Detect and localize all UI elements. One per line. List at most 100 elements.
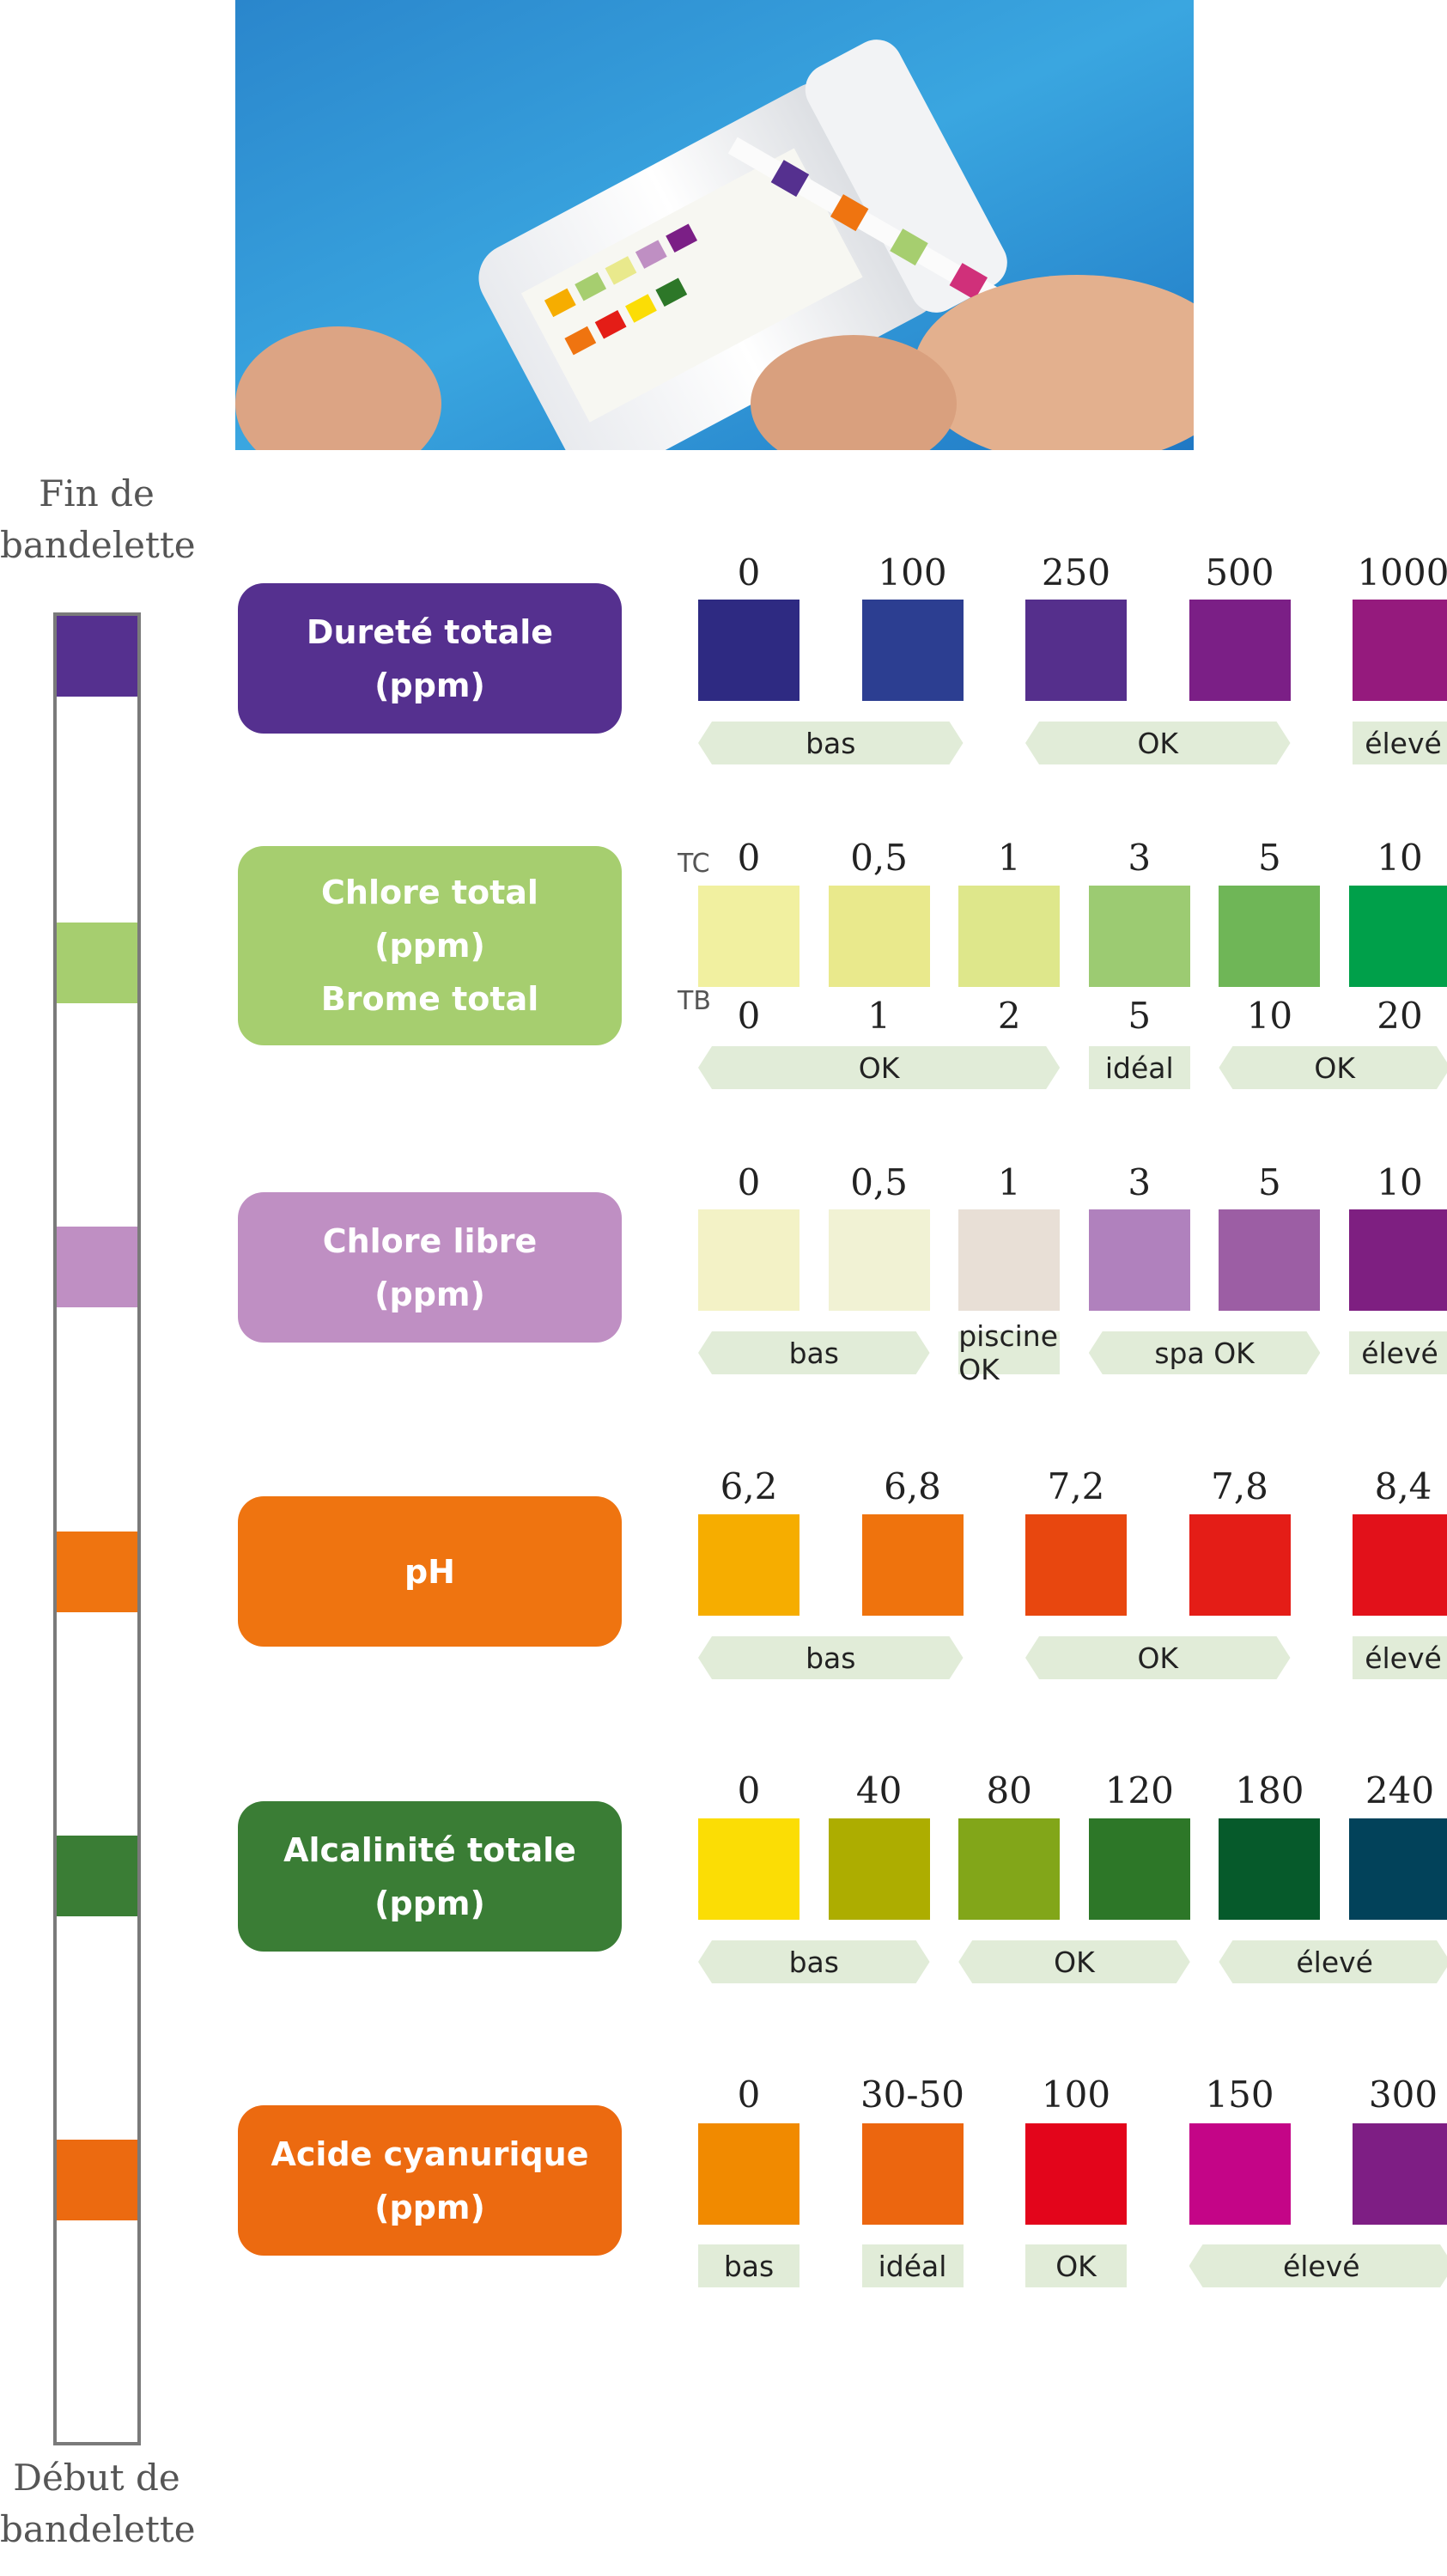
range-band: OK <box>1025 2244 1127 2287</box>
scale-value: 100 <box>1041 2074 1111 2116</box>
color-swatch <box>861 2123 964 2225</box>
scale-value: 150 <box>1205 2074 1274 2116</box>
scale-value: 7,8 <box>1211 1465 1268 1507</box>
range-band: élevé <box>1189 2244 1447 2287</box>
color-swatch <box>1353 1514 1447 1616</box>
scale-value: 120 <box>1104 1769 1174 1812</box>
color-swatch <box>828 1209 930 1311</box>
parameter-label: Alcalinité totale (ppm) <box>238 1801 622 1952</box>
strip-pad <box>57 923 137 1003</box>
strip-start-label: Début de bandelette <box>0 2457 196 2550</box>
strip-pad <box>57 1227 137 1307</box>
scale-value: 180 <box>1235 1769 1304 1812</box>
color-swatch <box>1219 1818 1321 1920</box>
scale-value: 1 <box>997 837 1021 879</box>
strip-pad <box>57 616 137 697</box>
scale-value-bromine: 2 <box>997 995 1021 1037</box>
color-swatch <box>1088 1209 1190 1311</box>
range-band: idéal <box>861 2244 964 2287</box>
color-swatch <box>861 1514 964 1616</box>
scale-value-bromine: 1 <box>867 995 891 1037</box>
color-swatch <box>1349 886 1447 987</box>
scale-value: 0 <box>737 2074 761 2116</box>
range-band: élevé <box>1219 1940 1447 1983</box>
range-band: élevé <box>1349 1331 1447 1374</box>
range-band: élevé <box>1353 1636 1447 1679</box>
color-swatch <box>1349 1209 1447 1311</box>
scale-value: 0,5 <box>850 837 908 879</box>
color-swatch <box>958 1818 1061 1920</box>
strip-pad <box>57 1532 137 1612</box>
parameter-label: Dureté totale (ppm) <box>238 583 622 734</box>
range-band: bas <box>698 1636 964 1679</box>
scale-value: 10 <box>1377 1161 1423 1203</box>
color-swatch <box>958 886 1061 987</box>
color-swatch <box>698 1818 799 1920</box>
tc-label: TC <box>678 849 710 879</box>
scale-value-bromine: 20 <box>1377 995 1423 1037</box>
scale-value: 0 <box>737 1769 761 1812</box>
scale-value: 500 <box>1205 551 1274 594</box>
range-band: bas <box>698 1940 930 1983</box>
scale-value: 6,2 <box>720 1465 778 1507</box>
parameter-label: Chlore total (ppm) Brome total <box>238 846 622 1045</box>
color-swatch <box>958 1209 1061 1311</box>
scale-value: 80 <box>986 1769 1032 1812</box>
range-band: OK <box>1219 1046 1447 1089</box>
scale-value: 5 <box>1258 1161 1281 1203</box>
range-band: spa OK <box>1089 1331 1321 1374</box>
color-swatch <box>1349 1818 1447 1920</box>
scale-value: 30-50 <box>860 2074 965 2116</box>
range-band: bas <box>698 2244 799 2287</box>
color-swatch <box>698 600 799 701</box>
range-band: OK <box>1025 1636 1291 1679</box>
color-swatch <box>698 1514 799 1616</box>
scale-value: 40 <box>855 1769 903 1812</box>
range-band: élevé <box>1353 722 1447 764</box>
test-strip-photo <box>235 0 1194 450</box>
color-swatch <box>828 1818 930 1920</box>
range-band: OK <box>698 1046 1060 1089</box>
strip-pad <box>57 2140 137 2220</box>
color-swatch <box>1088 1818 1190 1920</box>
scale-value: 3 <box>1128 837 1152 879</box>
scale-value: 5 <box>1258 837 1281 879</box>
color-swatch <box>698 886 799 987</box>
scale-value: 1000 <box>1357 551 1447 594</box>
color-swatch <box>828 886 930 987</box>
color-swatch <box>1189 1514 1291 1616</box>
scale-value: 8,4 <box>1374 1465 1432 1507</box>
scale-value: 0,5 <box>850 1161 908 1203</box>
strip-pad <box>57 1836 137 1916</box>
scale-value: 300 <box>1368 2074 1438 2116</box>
scale-value: 0 <box>737 1161 761 1203</box>
color-swatch <box>1219 886 1321 987</box>
range-band: OK <box>1025 722 1291 764</box>
scale-value: 1 <box>997 1161 1021 1203</box>
tb-label: TB <box>678 986 711 1016</box>
scale-value: 0 <box>737 837 761 879</box>
range-band: bas <box>698 1331 930 1374</box>
range-band: idéal <box>1088 1046 1190 1089</box>
scale-value: 6,8 <box>884 1465 941 1507</box>
scale-value: 7,2 <box>1047 1465 1105 1507</box>
color-swatch <box>698 1209 799 1311</box>
color-swatch <box>1353 600 1447 701</box>
range-band: bas <box>698 722 964 764</box>
range-band: OK <box>958 1940 1190 1983</box>
parameter-label: pH <box>238 1496 622 1647</box>
color-swatch <box>1025 2123 1127 2225</box>
strip-end-label: Fin de bandelette <box>0 472 196 566</box>
color-swatch <box>1219 1209 1321 1311</box>
scale-value: 250 <box>1041 551 1111 594</box>
scale-value: 3 <box>1128 1161 1152 1203</box>
color-swatch <box>1189 2123 1291 2225</box>
color-swatch <box>1088 886 1190 987</box>
scale-value: 100 <box>878 551 947 594</box>
scale-value-bromine: 10 <box>1246 995 1293 1037</box>
range-band: piscine OK <box>958 1319 1061 1386</box>
scale-value-bromine: 0 <box>737 995 761 1037</box>
parameter-label: Chlore libre (ppm) <box>238 1192 622 1343</box>
scale-value-bromine: 5 <box>1128 995 1152 1037</box>
color-swatch <box>698 2123 799 2225</box>
